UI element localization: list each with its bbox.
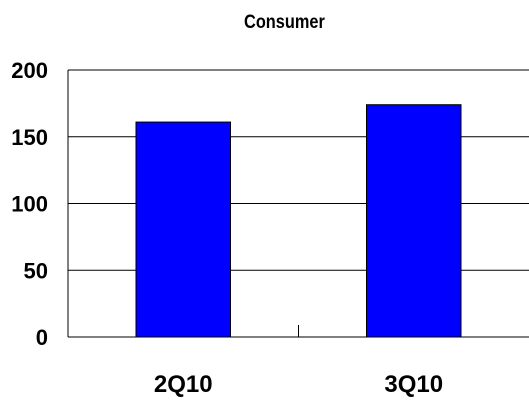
y-tick-label: 0: [36, 325, 48, 350]
bars: [136, 105, 461, 337]
y-tick-label: 200: [11, 58, 48, 83]
y-tick-label: 50: [24, 258, 48, 283]
x-category-label: 3Q10: [384, 371, 443, 398]
y-tick-label: 100: [11, 192, 48, 217]
y-tick-label: 150: [11, 125, 48, 150]
bar-2q10: [136, 122, 231, 337]
x-category-label: 2Q10: [154, 371, 213, 398]
bar-3q10: [366, 105, 461, 337]
